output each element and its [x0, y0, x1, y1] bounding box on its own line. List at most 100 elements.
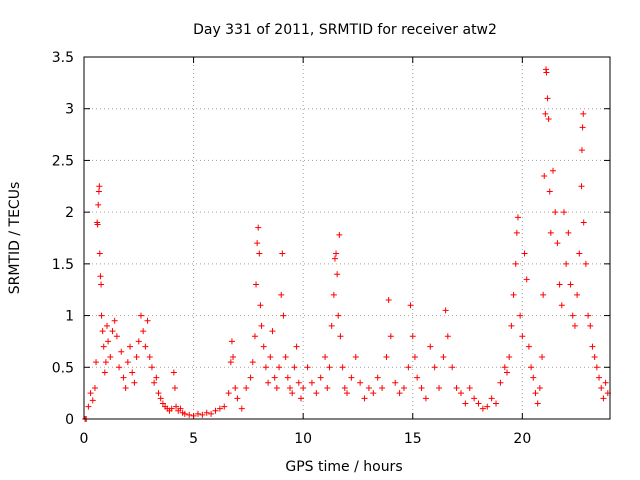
data-point — [328, 322, 335, 329]
data-point — [602, 379, 609, 386]
data-point — [547, 229, 554, 236]
data-point — [151, 379, 158, 386]
data-point — [324, 384, 331, 391]
data-point — [280, 312, 287, 319]
tick-labels: 0 0.5 1 1.5 2 2.5 3 3.5 0 5 10 15 20 — [52, 50, 532, 447]
data-point — [370, 390, 377, 397]
data-point — [352, 353, 359, 360]
data-point — [255, 224, 262, 231]
data-point — [580, 219, 587, 226]
data-point — [418, 384, 425, 391]
data-point — [558, 302, 565, 309]
data-point — [135, 338, 142, 345]
data-point — [563, 260, 570, 267]
data-point — [221, 403, 228, 410]
data-point — [574, 291, 581, 298]
data-point — [284, 374, 291, 381]
data-point — [431, 364, 438, 371]
data-point — [227, 359, 234, 366]
data-point — [291, 364, 298, 371]
data-point — [124, 359, 131, 366]
data-point — [598, 384, 605, 391]
data-point — [379, 384, 386, 391]
data-point — [506, 353, 513, 360]
data-point — [157, 395, 164, 402]
data-point — [104, 322, 111, 329]
data-point — [508, 322, 515, 329]
data-point — [253, 281, 260, 288]
data-point — [578, 183, 585, 190]
data-point — [387, 333, 394, 340]
data-point — [361, 395, 368, 402]
data-point — [293, 343, 300, 350]
data-point — [374, 374, 381, 381]
data-point — [122, 384, 129, 391]
data-point — [105, 338, 112, 345]
y-tick-label: 2.5 — [52, 153, 74, 169]
grid — [83, 56, 610, 420]
data-point — [304, 364, 311, 371]
data-point — [265, 379, 272, 386]
data-point — [337, 333, 344, 340]
data-point — [534, 400, 541, 407]
data-point — [269, 328, 276, 335]
data-point — [271, 374, 278, 381]
data-point — [554, 240, 561, 247]
data-point — [596, 374, 603, 381]
data-point — [333, 250, 340, 257]
data-point — [279, 250, 286, 257]
data-point — [153, 374, 160, 381]
data-point — [497, 379, 504, 386]
data-point — [181, 410, 188, 417]
data-point — [543, 69, 550, 76]
data-point — [569, 312, 576, 319]
data-point — [523, 276, 530, 283]
data-point — [365, 384, 372, 391]
y-tick-label: 0.5 — [52, 360, 74, 376]
data-point — [96, 183, 103, 190]
data-point — [339, 364, 346, 371]
data-point — [295, 379, 302, 386]
data-point — [542, 110, 549, 117]
data-point — [144, 317, 151, 324]
data-point — [100, 343, 107, 350]
data-point — [521, 250, 528, 257]
data-point — [89, 397, 96, 404]
data-point — [140, 328, 147, 335]
data-point — [322, 353, 329, 360]
data-point — [344, 390, 350, 397]
data-point — [593, 364, 600, 371]
data-point — [512, 260, 519, 267]
data-point — [256, 250, 263, 257]
data-point — [442, 307, 449, 314]
data-point — [96, 250, 103, 257]
data-point — [155, 390, 162, 397]
data-point — [129, 369, 136, 376]
data-point — [225, 390, 232, 397]
data-point — [341, 384, 348, 391]
data-point — [99, 328, 106, 335]
x-tick-label: 5 — [189, 431, 198, 447]
data-point — [457, 390, 464, 397]
data-point — [414, 374, 421, 381]
data-point — [260, 343, 267, 350]
data-point — [462, 400, 469, 407]
chart-title: Day 331 of 2011, SRMTID for receiver atw… — [193, 22, 497, 38]
data-point — [133, 353, 140, 360]
data-point — [396, 390, 403, 397]
data-point — [422, 395, 429, 402]
y-axis-label: SRMTID / TECUs — [7, 182, 23, 295]
data-point — [194, 410, 201, 417]
data-point — [208, 410, 215, 417]
data-point — [127, 343, 134, 350]
data-point — [427, 343, 434, 350]
data-point — [560, 209, 567, 216]
data-point — [109, 328, 116, 335]
data-point — [578, 147, 585, 154]
data-point — [278, 291, 285, 298]
data-point — [565, 229, 572, 236]
data-point — [177, 405, 184, 412]
data-point — [254, 240, 261, 247]
data-point — [317, 374, 324, 381]
data-point — [313, 390, 320, 397]
